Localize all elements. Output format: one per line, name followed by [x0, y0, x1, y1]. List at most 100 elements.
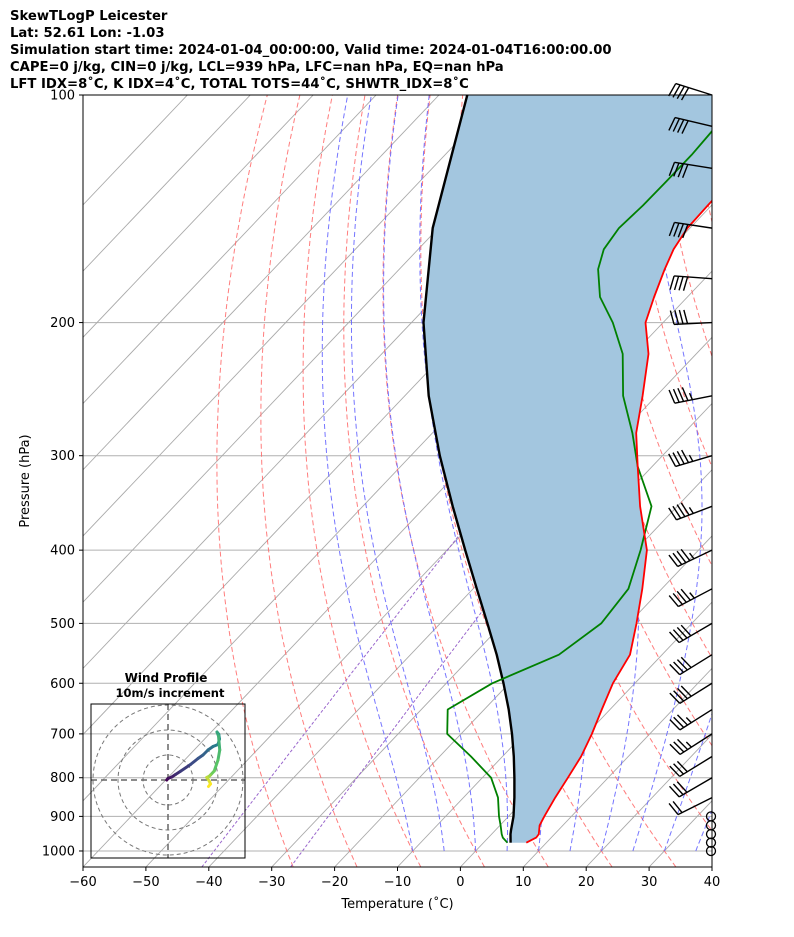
isotherm-line: [83, 95, 440, 471]
wind-barb-flag: [677, 387, 685, 402]
wind-barb-flag: [668, 389, 676, 404]
hodograph-trace-segment: [217, 734, 222, 752]
hodograph-subtitle: 10m/s increment: [116, 686, 225, 700]
hodograph-trace-segment: [189, 757, 200, 766]
wind-barb-flag: [680, 624, 692, 637]
wind-barb-flag: [668, 222, 676, 237]
wind-barb-staff: [675, 82, 713, 96]
wind-barb-flag: [673, 763, 684, 775]
wind-barb-flag: [676, 760, 688, 773]
wind-barb-flag: [680, 685, 692, 697]
wind-barb-half-flag: [688, 454, 694, 462]
x-tick-label: −20: [321, 875, 348, 890]
moist-adiabat-line: [383, 95, 477, 851]
wind-barb-half-flag: [685, 741, 692, 748]
y-tick-label: 900: [50, 810, 75, 825]
wind-barb-staff: [674, 161, 713, 169]
wind-barb-flag: [680, 502, 690, 516]
wind-barb-flag: [672, 505, 682, 519]
wind-barb-flag: [683, 309, 689, 324]
wind-barb-flag: [676, 659, 688, 671]
cin-shaded-area: [423, 95, 712, 843]
wind-barb-staff: [678, 622, 713, 644]
wind-barb-flag: [672, 783, 684, 796]
isotherm-line: [83, 95, 377, 405]
hodograph-title: Wind Profile: [125, 671, 208, 685]
hodograph-trace-segment: [179, 763, 192, 773]
wind-barb-calm: [705, 845, 717, 857]
wind-barbs: [668, 82, 717, 857]
wind-barb-flag: [676, 714, 689, 726]
wind-barb-flag: [669, 631, 680, 644]
y-tick-label: 1000: [42, 844, 75, 859]
isotherm-line: [83, 95, 251, 272]
wind-barb-flag: [672, 552, 683, 565]
parcel-path-line: [422, 95, 516, 843]
wind-barb-flag: [676, 504, 686, 518]
moist-adiabat-line: [632, 95, 703, 852]
wind-barb-flag: [669, 719, 681, 731]
wind-barb-staff: [676, 505, 713, 521]
wind-barb-staff: [675, 455, 713, 468]
wind-barb-flag: [676, 687, 688, 700]
wind-barb-staff: [674, 221, 713, 229]
wind-barb-half-flag: [688, 392, 694, 400]
wind-barb-flag: [673, 162, 680, 177]
wind-barb-flag: [677, 738, 689, 751]
wind-barb-flag: [680, 656, 692, 669]
wind-barb-flag: [673, 741, 685, 753]
wind-barb-staff: [679, 708, 713, 731]
wind-barb-flag: [676, 781, 688, 793]
wind-barb-flag: [673, 276, 680, 291]
wind-barb-staff: [678, 777, 713, 798]
wind-barb-flag: [676, 590, 687, 603]
location-coordinates: Lat: 52.61 Lon: -1.03: [10, 26, 165, 41]
moist-adiabat-line: [351, 95, 445, 852]
dry-adiabat-line: [260, 95, 358, 867]
y-tick-label: 800: [50, 771, 75, 786]
x-tick-label: 30: [641, 875, 658, 890]
wind-barb-calm: [705, 837, 717, 848]
isotherm-line: [522, 667, 712, 867]
wind-barb-flag: [678, 276, 684, 291]
x-tick-label: 20: [578, 875, 595, 890]
wind-barb-flag: [668, 554, 679, 567]
wind-barb-flag: [680, 87, 690, 101]
axes: −60 −50 −40 −30 −20 −10 0 10 20 30 40 100 200 300 400 5…: [42, 89, 720, 891]
wind-barb-flag: [668, 162, 676, 176]
wind-barb-flag: [681, 387, 689, 401]
wind-barb-flag: [669, 785, 680, 798]
hodograph-frame: [90, 703, 246, 859]
dry-adiabat-line: [420, 95, 613, 867]
wind-barb-flag: [672, 592, 683, 605]
y-tick-label: 400: [50, 544, 75, 559]
hodograph: [91, 704, 245, 858]
wind-barb-flag: [678, 309, 684, 325]
y-axis-label: Pressure (hPa): [18, 434, 33, 527]
isotherm-line: [711, 866, 712, 867]
moist-adiabat-line: [321, 95, 414, 852]
y-tick-label: 600: [50, 677, 75, 692]
hodograph-trace-segment: [216, 748, 222, 762]
wind-barb-flag: [668, 802, 679, 816]
wind-barb-staff: [677, 796, 713, 816]
wind-barb-flag: [672, 629, 684, 641]
wind-barb-staff: [678, 588, 713, 608]
wind-barb-staff: [674, 275, 713, 280]
wind-barb-staff: [674, 116, 713, 127]
moist-adiabat-line: [727, 95, 794, 851]
x-tick-label: 10: [515, 875, 532, 890]
dry-adiabat-line: [216, 95, 294, 867]
y-tick-label: 100: [50, 89, 75, 104]
wind-barb-flag: [669, 743, 681, 755]
wind-barb-flag: [672, 388, 680, 403]
wind-barb-flag: [676, 85, 685, 100]
isotherm-line: [83, 95, 503, 537]
wind-barb-flag: [681, 120, 689, 134]
chart-title: SkewTLogP Leicester: [10, 9, 168, 24]
x-axis-label: Temperature (˚C): [340, 896, 453, 912]
wind-barb-flag: [676, 451, 685, 465]
wind-barb-flag: [681, 449, 690, 463]
isotherm-line: [585, 733, 712, 867]
